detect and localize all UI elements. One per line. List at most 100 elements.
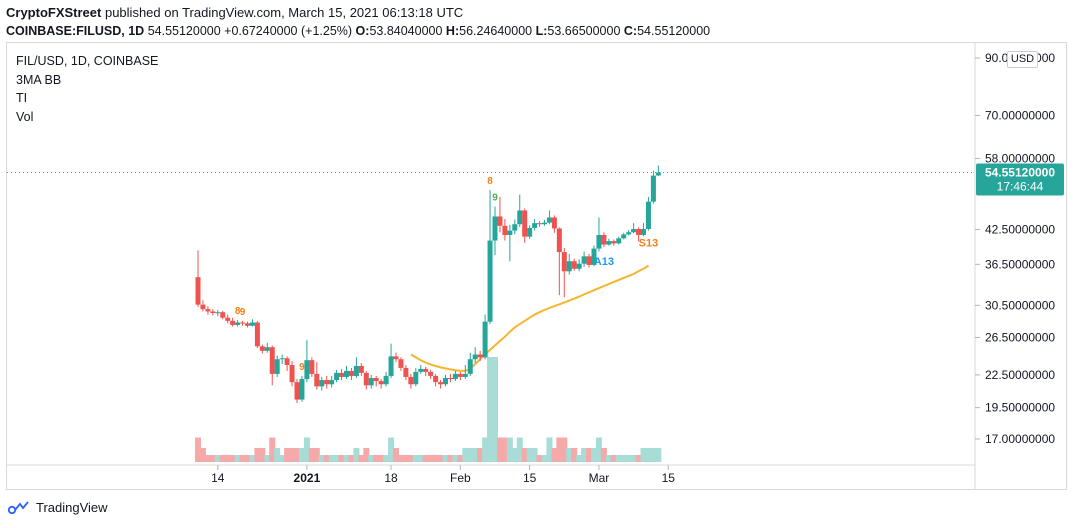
candle-body bbox=[462, 373, 468, 377]
legend-title[interactable]: FIL/USD, 1D, COINBASE bbox=[16, 54, 159, 68]
volume-bar bbox=[249, 455, 256, 462]
volume-bar bbox=[259, 448, 266, 462]
volume-bar bbox=[595, 437, 602, 462]
candle-body bbox=[304, 360, 310, 380]
candle-body bbox=[245, 323, 250, 326]
candle bbox=[447, 373, 453, 383]
candle bbox=[398, 357, 404, 371]
price-tick-label: 19.50000000 bbox=[985, 401, 1055, 415]
volume-bar bbox=[224, 455, 231, 462]
volume-bar bbox=[338, 455, 345, 462]
candle bbox=[383, 371, 389, 387]
candle-body bbox=[418, 368, 424, 372]
volume-bar bbox=[487, 357, 494, 462]
volume-bar bbox=[323, 455, 330, 462]
candle-body bbox=[532, 223, 538, 228]
candle-body bbox=[517, 210, 523, 225]
candle bbox=[393, 352, 399, 363]
candle bbox=[249, 319, 255, 327]
candle bbox=[626, 230, 632, 236]
candle bbox=[408, 373, 414, 389]
candle bbox=[225, 314, 231, 324]
volume-bars bbox=[195, 357, 662, 462]
volume-bar bbox=[239, 455, 246, 462]
candle-body bbox=[606, 241, 612, 245]
volume-bar bbox=[393, 448, 399, 462]
volume-bar bbox=[576, 455, 583, 462]
candle-body bbox=[309, 360, 315, 374]
volume-bar bbox=[254, 448, 261, 462]
candle-body bbox=[645, 201, 651, 229]
candle bbox=[245, 321, 250, 328]
volume-bar bbox=[402, 455, 409, 462]
volume-bar bbox=[318, 455, 325, 462]
td-label: 9 bbox=[240, 307, 246, 318]
candle-body bbox=[388, 356, 394, 376]
candle bbox=[309, 357, 315, 377]
tradingview-footer[interactable]: TradingView bbox=[8, 500, 108, 515]
volume-bar bbox=[586, 448, 593, 462]
candle bbox=[542, 220, 547, 226]
candle-body bbox=[467, 359, 473, 374]
volume-bar bbox=[427, 455, 434, 462]
candle-body bbox=[294, 382, 300, 400]
candle-body bbox=[591, 248, 597, 265]
time-tick-label: 2021 bbox=[294, 471, 321, 485]
volume-bar bbox=[605, 455, 612, 462]
volume-bar bbox=[204, 455, 211, 462]
candle bbox=[566, 253, 572, 275]
candle-body bbox=[215, 312, 221, 314]
volume-bar bbox=[368, 455, 375, 462]
candle bbox=[353, 357, 359, 378]
candle-body bbox=[581, 256, 587, 264]
candle-body bbox=[230, 320, 236, 325]
high-label: H: bbox=[445, 24, 460, 38]
volume-bar bbox=[229, 455, 236, 462]
candle bbox=[358, 363, 364, 376]
candle bbox=[477, 350, 483, 362]
candle bbox=[596, 217, 602, 252]
volume-bar bbox=[615, 455, 622, 462]
candle-body bbox=[497, 216, 503, 226]
volume-bar bbox=[432, 455, 439, 462]
candle bbox=[363, 370, 369, 390]
volume-bar bbox=[521, 448, 528, 462]
candle-body bbox=[279, 358, 285, 360]
legend-indicator-ti[interactable]: TI bbox=[16, 91, 28, 105]
candle bbox=[264, 342, 270, 353]
time-tick-label: Feb bbox=[450, 471, 471, 485]
candle-body bbox=[383, 375, 389, 385]
candle bbox=[200, 300, 206, 312]
volume-bar bbox=[269, 437, 276, 462]
price-tick-label: 58.00000000 bbox=[985, 151, 1055, 165]
candle-body bbox=[254, 322, 260, 347]
candle-body bbox=[324, 380, 330, 385]
candle-body bbox=[259, 346, 265, 351]
candle-body bbox=[249, 322, 255, 326]
legend-indicator-bb[interactable]: 3MA BB bbox=[16, 72, 62, 87]
candle-body bbox=[502, 225, 508, 235]
candle bbox=[650, 170, 656, 204]
candles bbox=[195, 165, 661, 403]
candle bbox=[621, 232, 627, 240]
candle bbox=[512, 219, 518, 235]
candle bbox=[304, 340, 310, 383]
candle-body bbox=[457, 373, 463, 377]
legend-indicator-vol[interactable]: Vol bbox=[16, 109, 34, 124]
candle-body bbox=[621, 234, 627, 239]
volume-bar bbox=[264, 455, 271, 462]
candle bbox=[581, 251, 587, 267]
candle bbox=[482, 314, 488, 360]
candle-body bbox=[477, 354, 483, 358]
currency-button[interactable]: USD bbox=[1007, 51, 1038, 68]
candle-body bbox=[507, 230, 513, 235]
volume-bar bbox=[531, 448, 538, 462]
candle bbox=[329, 375, 335, 388]
candle-body bbox=[566, 261, 572, 272]
ohlc-line: COINBASE:FILUSD, 1D 54.55120000 +0.67240… bbox=[6, 22, 710, 40]
candle bbox=[423, 366, 429, 376]
volume-bar bbox=[279, 455, 286, 462]
candle bbox=[274, 355, 280, 377]
